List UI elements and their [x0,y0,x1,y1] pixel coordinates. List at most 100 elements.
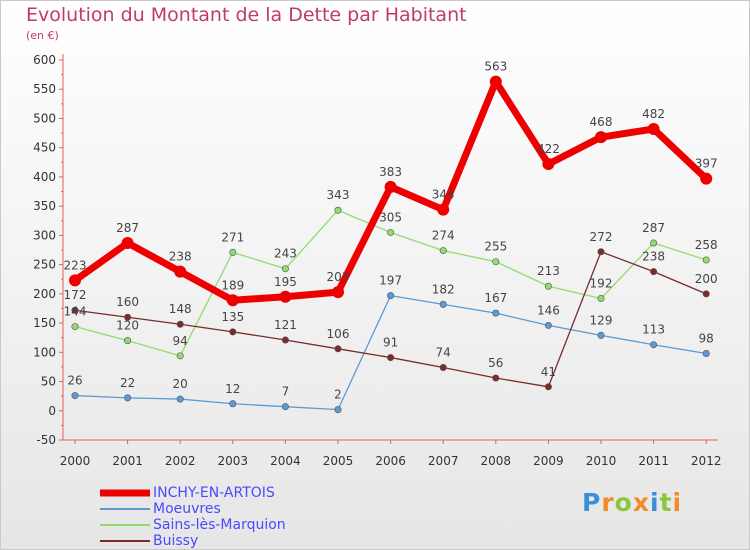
data-label: 468 [590,115,613,129]
data-point [650,341,658,349]
data-label: 271 [221,230,244,244]
data-point [174,265,187,278]
brand-letter: x [632,488,650,517]
data-point [281,336,289,344]
data-point [650,268,658,276]
data-point [332,286,344,299]
data-label: 343 [327,188,350,202]
x-tick-label: 2008 [481,454,512,468]
data-label: 182 [432,282,455,296]
y-tick-label: 400 [33,170,56,184]
data-point [384,180,397,193]
data-label: 120 [116,319,139,333]
data-point [176,352,184,360]
data-point [124,313,132,321]
data-label: 197 [379,274,402,288]
y-tick-label: 600 [33,53,56,67]
data-label: 144 [64,305,87,319]
data-point [281,403,289,411]
data-label: 213 [537,264,560,278]
data-point [387,292,395,300]
x-tick-label: 2004 [270,454,301,468]
data-point [597,248,605,256]
data-label: 22 [120,376,135,390]
data-point [124,394,132,402]
data-label: 12 [225,382,240,396]
data-point [544,321,552,329]
data-label: 243 [274,247,297,261]
data-point [176,320,184,328]
legend-label: INCHY-EN-ARTOIS [153,485,275,501]
brand-letter: i [650,488,660,517]
x-tick-label: 2006 [375,454,406,468]
x-tick-label: 2011 [638,454,669,468]
data-point [439,300,447,308]
data-label: 287 [642,221,665,235]
x-tick-label: 2000 [60,454,91,468]
y-tick-label: 50 [41,375,56,389]
data-label: 203 [327,270,350,284]
brand-letter: o [614,488,633,517]
data-label: 113 [642,323,665,337]
chart-title: Evolution du Montant de la Dette par Hab… [26,4,467,26]
data-point [544,383,552,391]
y-tick-label: 550 [33,82,56,96]
data-point [597,295,605,303]
data-point [176,395,184,403]
y-tick-label: 0 [48,404,56,418]
y-tick-label: 300 [33,228,56,242]
data-label: 26 [67,374,82,388]
x-tick-label: 2002 [165,454,196,468]
data-label: 91 [383,336,398,350]
legend-swatch [100,540,150,542]
data-point [650,239,658,247]
data-point [439,364,447,372]
data-point [124,337,132,345]
data-label: 287 [116,221,139,235]
data-label: 56 [488,356,503,370]
data-label: 94 [173,334,188,348]
legend-label: Moeuvres [153,501,221,517]
y-tick-label: 500 [33,111,56,125]
data-point [71,392,79,400]
y-tick-label: -50 [36,433,56,447]
data-label: 160 [116,295,139,309]
data-point [700,172,713,185]
data-label: 98 [699,331,714,345]
chart-unit: (en €) [26,29,59,42]
y-tick-label: 250 [33,258,56,272]
data-point [229,328,237,336]
data-point [279,290,292,303]
data-label: 192 [590,277,613,291]
data-point [71,323,79,331]
data-point [492,374,500,382]
brand-logo: Proxiti [582,488,682,517]
data-point [702,349,710,357]
data-label: 422 [537,142,560,156]
data-label: 305 [379,210,402,224]
data-label: 223 [64,258,87,272]
x-tick-label: 2009 [533,454,564,468]
data-label: 255 [484,240,507,254]
data-point [229,400,237,408]
data-label: 189 [221,278,244,292]
x-tick-label: 2001 [112,454,143,468]
data-point [229,248,237,256]
data-point [597,331,605,339]
x-tick-label: 2012 [691,454,722,468]
legend-swatch [100,508,150,510]
data-point [121,236,134,249]
data-label: 344 [432,188,455,202]
data-point [281,265,289,273]
data-label: 7 [282,385,290,399]
data-label: 195 [274,275,297,289]
data-label: 258 [695,238,718,252]
data-label: 106 [327,327,350,341]
y-tick-label: 200 [33,287,56,301]
data-point [492,309,500,317]
data-label: 135 [221,310,244,324]
data-label: 563 [484,60,507,74]
data-label: 41 [541,365,556,379]
x-tick-label: 2005 [323,454,354,468]
